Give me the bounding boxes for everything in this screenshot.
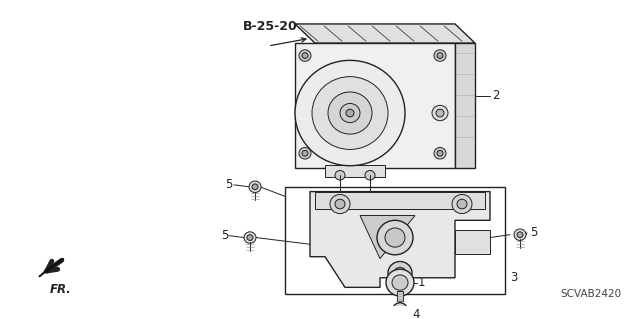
Circle shape — [452, 195, 472, 214]
Text: B-25-20: B-25-20 — [243, 20, 298, 33]
Circle shape — [346, 109, 354, 117]
Text: SCVAB2420: SCVAB2420 — [560, 289, 621, 299]
Circle shape — [365, 171, 375, 180]
Circle shape — [312, 77, 388, 149]
Text: 4: 4 — [412, 308, 419, 319]
Polygon shape — [360, 216, 415, 259]
Text: 3: 3 — [510, 271, 517, 284]
Polygon shape — [325, 165, 385, 177]
Bar — [398, 315, 402, 319]
Circle shape — [457, 199, 467, 209]
Circle shape — [244, 232, 256, 243]
Circle shape — [432, 105, 448, 121]
Circle shape — [514, 229, 526, 241]
Circle shape — [517, 232, 523, 238]
Circle shape — [335, 171, 345, 180]
Bar — [397, 291, 403, 301]
Circle shape — [330, 195, 350, 214]
Circle shape — [299, 147, 311, 159]
Circle shape — [385, 228, 405, 247]
Circle shape — [295, 60, 405, 166]
Circle shape — [388, 262, 412, 285]
Circle shape — [328, 92, 372, 134]
Circle shape — [397, 307, 403, 312]
Circle shape — [377, 220, 413, 255]
Text: 2: 2 — [492, 89, 499, 102]
Circle shape — [302, 150, 308, 156]
Text: FR.: FR. — [50, 283, 72, 296]
Polygon shape — [455, 43, 475, 167]
Circle shape — [299, 50, 311, 61]
Circle shape — [249, 181, 261, 193]
Circle shape — [335, 199, 345, 209]
Circle shape — [252, 184, 258, 190]
Circle shape — [340, 103, 360, 122]
Circle shape — [437, 150, 443, 156]
Polygon shape — [315, 192, 485, 209]
Text: 1: 1 — [418, 276, 426, 289]
Circle shape — [392, 275, 408, 290]
Circle shape — [434, 50, 446, 61]
Polygon shape — [295, 24, 475, 43]
Circle shape — [436, 109, 444, 117]
Text: 5: 5 — [226, 178, 233, 191]
Circle shape — [386, 269, 414, 296]
Circle shape — [434, 147, 446, 159]
Polygon shape — [39, 259, 64, 277]
Polygon shape — [455, 230, 490, 254]
Bar — [285, 187, 505, 294]
Circle shape — [394, 267, 406, 279]
Circle shape — [437, 53, 443, 58]
Circle shape — [302, 53, 308, 58]
Polygon shape — [310, 192, 490, 287]
Polygon shape — [295, 43, 455, 167]
Text: 5: 5 — [530, 226, 538, 239]
Circle shape — [393, 303, 407, 316]
Circle shape — [247, 235, 253, 241]
Text: 5: 5 — [221, 229, 228, 242]
